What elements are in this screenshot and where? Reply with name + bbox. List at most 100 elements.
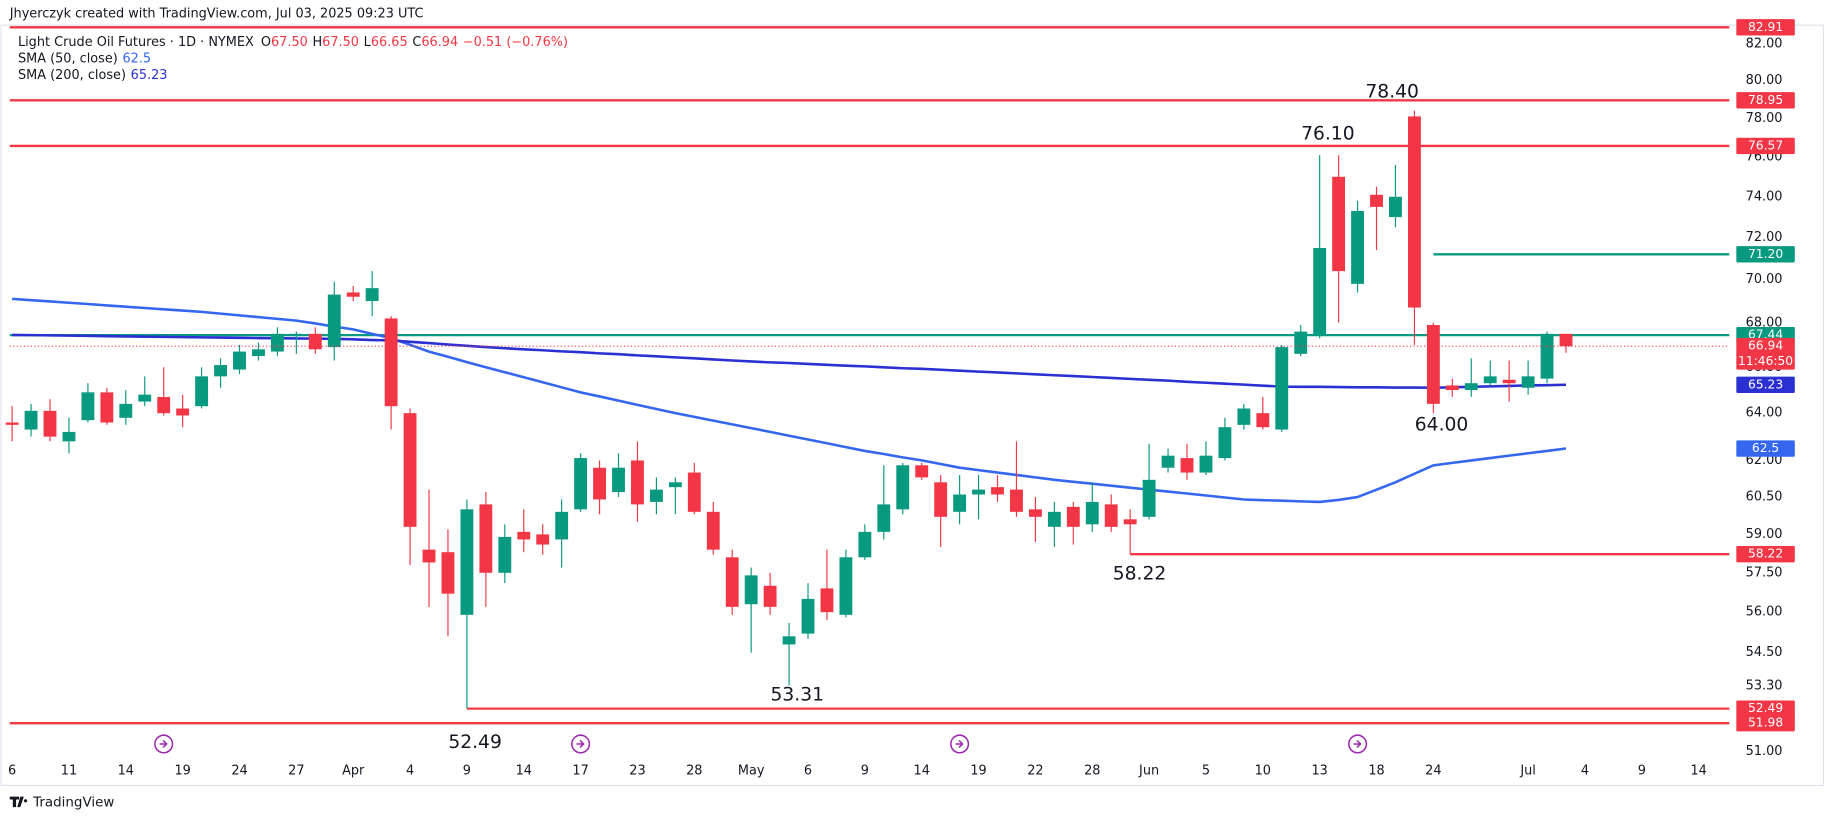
x-tick-label: 19: [970, 763, 986, 778]
logo-mark: [9, 796, 28, 808]
candle-body: [422, 549, 436, 563]
candle-body: [1540, 333, 1554, 379]
level-label-bg: [1736, 700, 1795, 717]
legend-name: SMA (200, close): [18, 67, 126, 82]
y-tick-label: 74.00: [1746, 189, 1783, 204]
annotation: 76.10: [1301, 124, 1355, 145]
candle-body: [1123, 519, 1137, 525]
annotation: 53.31: [770, 684, 824, 705]
candle-body: [498, 536, 512, 573]
x-tick-label: 14: [914, 763, 930, 778]
candle-body: [1521, 376, 1535, 388]
candle-body: [1275, 347, 1289, 430]
x-tick-label: 5: [1202, 763, 1210, 778]
x-tick-label: 9: [1638, 763, 1646, 778]
candle-body: [782, 636, 796, 645]
candle-body: [1559, 333, 1573, 347]
candle-body: [668, 482, 682, 488]
x-tick-label: 13: [1311, 763, 1327, 778]
candle-body: [1142, 479, 1156, 517]
candle-body: [687, 472, 701, 512]
candle-body: [62, 431, 76, 442]
candle-body: [100, 392, 114, 423]
quote-key: H: [312, 35, 322, 50]
y-tick-label: 70.00: [1746, 272, 1783, 287]
candle-body: [176, 408, 190, 416]
candle-body: [1218, 427, 1232, 459]
level-label: 58.22: [1748, 547, 1783, 561]
y-tick-label: 57.50: [1746, 565, 1783, 580]
x-tick-label: 14: [1690, 763, 1706, 778]
candle-body: [649, 489, 663, 502]
candle-body: [1407, 116, 1421, 308]
candle-body: [1028, 509, 1042, 517]
level-label: 78.95: [1748, 93, 1783, 107]
candle-body: [1370, 194, 1383, 207]
candle-body: [915, 465, 929, 478]
candle-body: [346, 292, 360, 297]
candle-body: [706, 511, 720, 550]
level-label-bg: [1736, 137, 1795, 155]
countdown: 11:46:50: [1738, 354, 1793, 368]
level-label-bg: [1736, 19, 1795, 36]
candle-body: [972, 489, 985, 495]
annotation: 58.22: [1113, 564, 1167, 585]
candle-body: [441, 552, 455, 594]
quote-change: −0.51 (−0.76%): [463, 35, 568, 50]
candle-body: [536, 534, 550, 545]
candle-body: [1161, 455, 1175, 468]
x-tick-label: 18: [1368, 763, 1384, 778]
x-tick-label: 11: [61, 763, 77, 778]
candle-body: [991, 487, 1004, 495]
candle-body: [1351, 210, 1364, 284]
candle-body: [1445, 385, 1459, 391]
level-label: 51.98: [1748, 716, 1783, 730]
annotation: 78.40: [1365, 81, 1419, 102]
legend-value: 65.23: [131, 67, 168, 82]
candle-body: [1010, 489, 1023, 512]
annotation: 64.00: [1415, 414, 1469, 435]
x-tick-label: 9: [463, 763, 471, 778]
candle-body: [214, 365, 227, 377]
candle-body: [1389, 196, 1402, 218]
sma-line: [12, 297, 1567, 504]
x-tick-label: 14: [118, 763, 134, 778]
y-tick-label: 82.00: [1746, 36, 1783, 51]
y-tick-label: 59.00: [1746, 527, 1783, 542]
price-label: 66.94: [1748, 339, 1783, 353]
event-icon-arrow: [576, 739, 585, 749]
x-tick-label: 6: [804, 763, 812, 778]
event-icon-arrow: [159, 739, 168, 749]
credit: Jhyerczyk created with TradingView.com, …: [9, 7, 424, 22]
candle-body: [270, 333, 284, 352]
quote-value: 66.94: [421, 35, 458, 50]
candle-body: [839, 557, 853, 615]
candle-body: [327, 294, 341, 348]
candle-body: [877, 504, 891, 532]
candle-body: [252, 349, 265, 357]
y-tick-label: 62.00: [1746, 453, 1783, 468]
candle-body: [1483, 376, 1497, 384]
x-tick-label: 28: [686, 763, 702, 778]
candle-body: [896, 465, 910, 510]
x-tick-label: 14: [516, 763, 532, 778]
candle-body: [138, 394, 152, 402]
x-tick-label: 10: [1255, 763, 1271, 778]
candle-body: [763, 585, 777, 607]
candle-body: [725, 557, 739, 607]
y-tick-label: 56.00: [1746, 605, 1783, 620]
candle-body: [289, 333, 303, 337]
legend-quote: Light Crude Oil Futures · 1D · NYMEX O67.…: [18, 35, 568, 50]
x-tick-label: 22: [1027, 763, 1043, 778]
candle-body: [81, 392, 95, 421]
candle-body: [1104, 504, 1118, 527]
candle-body: [1502, 379, 1516, 384]
event-icon-arrow: [955, 739, 964, 749]
y-tick-label: 64.00: [1746, 406, 1783, 421]
x-tick-label: May: [738, 763, 765, 778]
candle-body: [119, 403, 133, 418]
candle-body: [744, 575, 758, 605]
sma-label: 65.23: [1748, 377, 1783, 391]
candle-body: [1426, 325, 1440, 404]
